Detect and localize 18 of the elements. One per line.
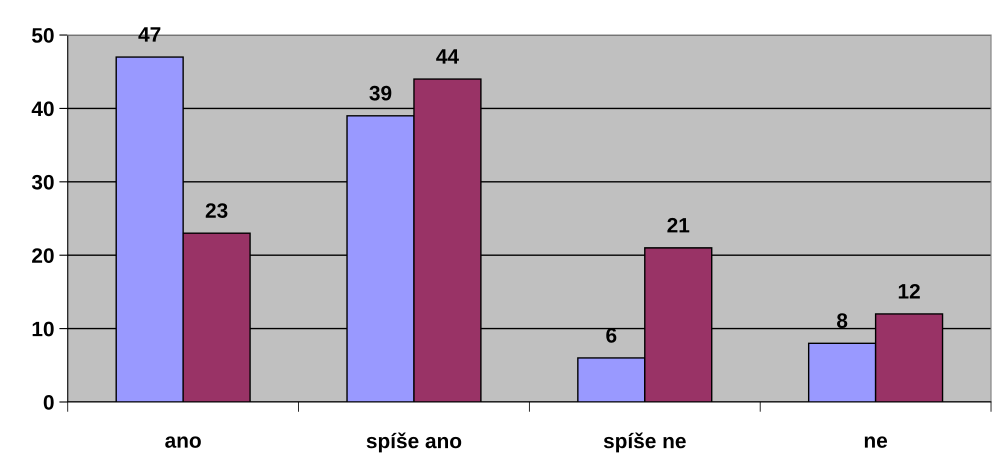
data-label: 44 [436,49,459,64]
data-label: 47 [138,27,160,42]
y-tick-label: 20 [32,248,54,263]
y-tick-label: 10 [32,322,54,336]
data-label: 39 [369,86,392,101]
data-label: 6 [606,328,616,343]
y-tick-label: 30 [32,174,54,190]
y-tick-label: 50 [32,28,54,43]
x-tick-label: ne [864,436,888,448]
x-tick-label: ano [165,436,201,448]
y-tick-label: 40 [32,101,54,116]
x-tick-label: spíše ano [366,432,462,452]
data-label: 23 [206,203,228,218]
data-label: 12 [898,284,920,298]
data-label: 21 [667,218,690,232]
x-tick-label: spíše ne [604,432,686,452]
y-tick-label: 0 [44,394,54,410]
data-label: 8 [837,313,848,328]
